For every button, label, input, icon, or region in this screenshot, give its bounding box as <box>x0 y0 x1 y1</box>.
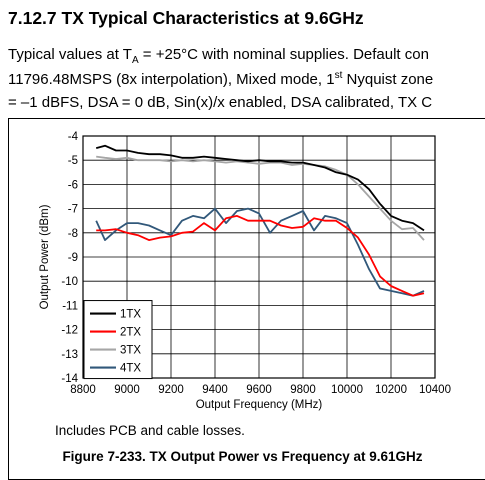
plot-border <box>82 135 436 379</box>
y-tick-label: -10 <box>61 276 78 288</box>
section-title: 7.12.7 TX Typical Characteristics at 9.6… <box>8 8 364 28</box>
y-tick-label: -11 <box>62 300 78 312</box>
y-axis-title: Output Power (dBm) <box>39 204 51 309</box>
legend-label-3tx: 3TX <box>120 345 141 357</box>
x-tick-label: 10400 <box>419 384 451 396</box>
figure-note: Includes PCB and cable losses. <box>55 423 245 438</box>
y-tick-label: -13 <box>61 349 78 361</box>
legend-label-4tx: 4TX <box>120 363 141 375</box>
series-line-2tx <box>96 214 425 297</box>
series-line-3tx <box>96 155 425 241</box>
legend-label-2tx: 2TX <box>120 327 141 339</box>
legend-label-1tx: 1TX <box>120 309 141 321</box>
x-tick-label: 9000 <box>114 384 140 396</box>
x-tick-label: 9600 <box>246 384 272 396</box>
paragraph-line-2: 11796.48MSPS (8x interpolation), Mixed m… <box>8 70 433 88</box>
y-tick-label: -6 <box>68 179 78 191</box>
figure-caption: Figure 7-233. TX Output Power vs Frequen… <box>62 449 423 464</box>
y-tick-label: -12 <box>61 325 78 337</box>
legend: 1TX 2TX 3TX 4TX <box>83 300 153 380</box>
series-line-1tx <box>95 144 425 232</box>
y-tick-label: -8 <box>68 228 78 240</box>
series-line-4tx <box>95 207 425 297</box>
y-tick-label: -4 <box>68 131 79 143</box>
paragraph-line-1-text-b: = +25°C with nominal supplies. Default c… <box>138 46 429 63</box>
superscript-st: st <box>334 70 343 81</box>
paragraph-line-2-text-a: 11796.48MSPS (8x interpolation), Mixed m… <box>8 71 335 88</box>
y-tick-label: -9 <box>68 252 78 264</box>
x-tick-label: 9800 <box>290 384 316 396</box>
paragraph-line-1-text-a: Typical values at T <box>8 46 132 63</box>
subscript-a: A <box>131 55 139 66</box>
x-tick-label: 9200 <box>158 384 184 396</box>
y-tick-label: -14 <box>61 373 78 385</box>
x-tick-label: 8800 <box>70 384 96 396</box>
x-tick-label: 10200 <box>375 384 407 396</box>
x-axis-title: Output Frequency (MHz) <box>196 399 323 411</box>
paragraph-line-3: = –1 dBFS, DSA = 0 dB, Sin(x)/x enabled,… <box>8 94 433 111</box>
y-tick-label: -5 <box>68 155 78 167</box>
x-tick-label: 10000 <box>331 384 363 396</box>
paragraph-line-2-text-b: Nyquist zone <box>342 71 434 88</box>
x-tick-label: 9400 <box>202 384 228 396</box>
paragraph-line-1: Typical values at TA = +25°C with nomina… <box>8 46 429 66</box>
y-tick-label: -7 <box>68 204 78 216</box>
